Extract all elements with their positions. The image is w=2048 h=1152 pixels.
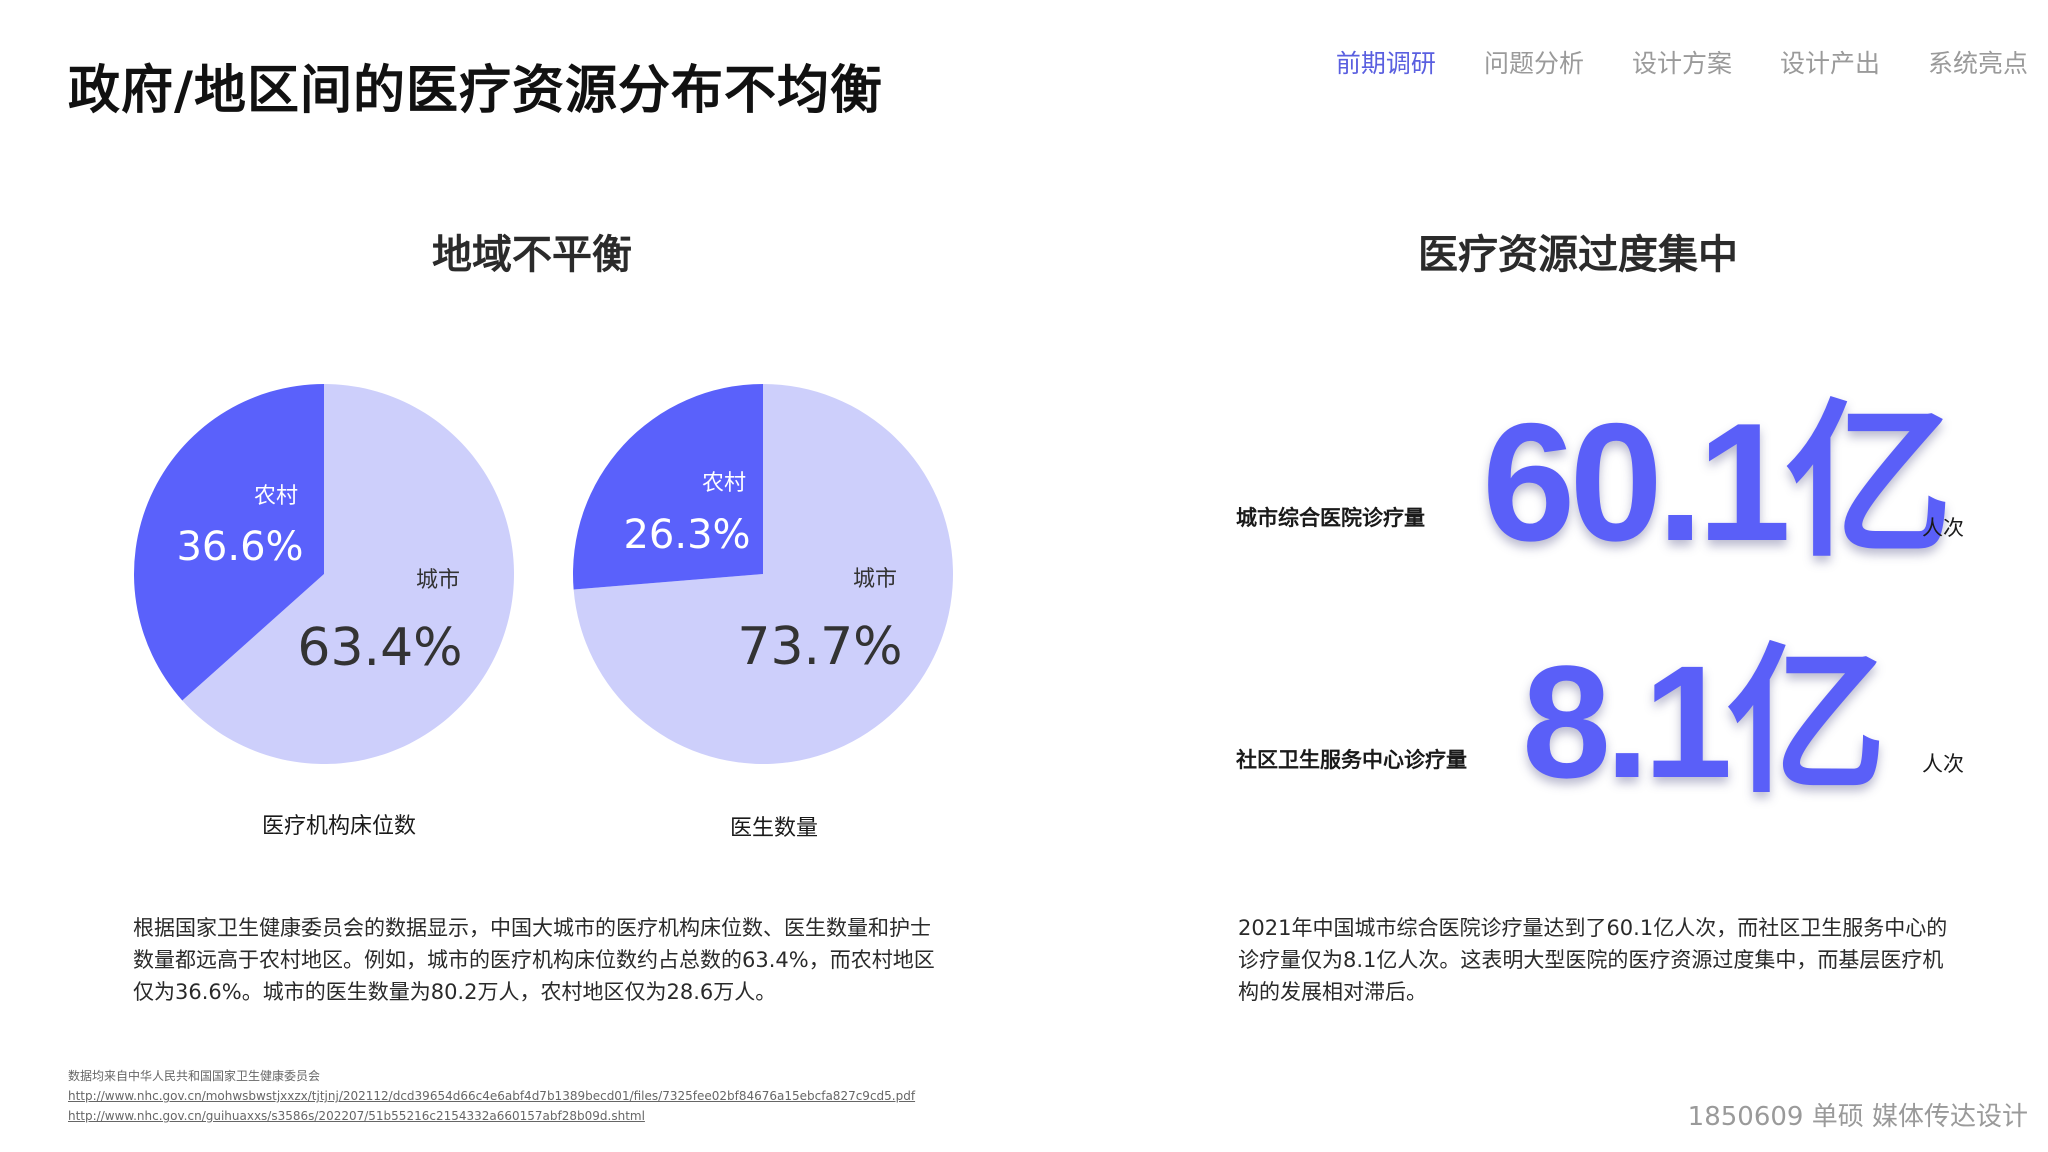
- pie-slice-rural: [573, 384, 763, 590]
- nav-tab-analysis[interactable]: 问题分析: [1483, 49, 1584, 78]
- page-title: 政府/地区间的医疗资源分布不均衡: [68, 61, 883, 121]
- stat-value-community-center: 8.1亿: [1522, 632, 1886, 811]
- pie-label-urban-value: 73.7%: [737, 617, 902, 677]
- source-note: 数据均来自中华人民共和国国家卫生健康委员会: [68, 1069, 321, 1083]
- stat-value-city-hospital: 60.1亿: [1482, 388, 1953, 576]
- left-description-line: 仅为36.6%。城市的医生数量为80.2万人，农村地区仅为28.6万人。: [133, 980, 777, 1004]
- pie-label-rural-value: 36.6%: [176, 524, 303, 570]
- pie-charts: 农村 36.6% 城市 63.4% 农村 26.3% 城市 73.7%: [134, 384, 954, 764]
- pie-label-urban-name: 城市: [416, 568, 460, 593]
- nav-tab-design-plan[interactable]: 设计方案: [1631, 49, 1732, 78]
- stat-label-community-center: 社区卫生服务中心诊疗量: [1236, 748, 1467, 772]
- pie-caption-beds: 医疗机构床位数: [262, 814, 417, 839]
- left-section-heading: 地域不平衡: [432, 232, 632, 278]
- pie-slice-urban: [573, 384, 954, 764]
- pie-label-rural-value: 26.3%: [623, 512, 750, 558]
- right-description: 2021年中国城市综合医院诊疗量达到了60.1亿人次，而社区卫生服务中心的 诊疗…: [1238, 912, 1947, 1008]
- footer-author: 1850609 单硕 媒体传达设计: [1687, 1102, 2028, 1132]
- stat-unit-city-hospital: 人次: [1922, 516, 1964, 540]
- pie-slice-rural: [134, 384, 324, 701]
- pie-slice-urban: [182, 384, 514, 764]
- right-description-line: 构的发展相对滞后。: [1238, 980, 1427, 1004]
- left-description-line: 根据国家卫生健康委员会的数据显示，中国大城市的医疗机构床位数、医生数量和护士: [133, 916, 931, 940]
- pie-chart-doctors: 农村 26.3% 城市 73.7%: [573, 384, 954, 764]
- source-notes: 数据均来自中华人民共和国国家卫生健康委员会 http://www.nhc.gov…: [68, 1066, 915, 1126]
- top-nav: 前期调研 问题分析 设计方案 设计产出 系统亮点: [1336, 44, 2028, 80]
- right-description-line: 2021年中国城市综合医院诊疗量达到了60.1亿人次，而社区卫生服务中心的: [1238, 916, 1948, 940]
- right-section-heading: 医疗资源过度集中: [1418, 232, 1738, 278]
- source-link[interactable]: http://www.nhc.gov.cn/guihuaxxs/s3586s/2…: [68, 1109, 645, 1123]
- pie-label-rural-name: 农村: [254, 484, 298, 509]
- nav-tab-research[interactable]: 前期调研: [1335, 49, 1436, 78]
- pie-caption-doctors: 医生数量: [730, 816, 819, 841]
- nav-tab-design-output[interactable]: 设计产出: [1779, 49, 1880, 78]
- right-description-line: 诊疗量仅为8.1亿人次。这表明大型医院的医疗资源过度集中，而基层医疗机: [1238, 948, 1944, 972]
- stat-label-city-hospital: 城市综合医院诊疗量: [1236, 506, 1425, 530]
- nav-tab-highlights[interactable]: 系统亮点: [1927, 49, 2028, 78]
- pie-chart-beds: 农村 36.6% 城市 63.4%: [134, 384, 514, 764]
- pie-label-rural-name: 农村: [702, 471, 746, 496]
- left-description: 根据国家卫生健康委员会的数据显示，中国大城市的医疗机构床位数、医生数量和护士 数…: [133, 912, 935, 1008]
- pie-label-urban-name: 城市: [853, 567, 897, 592]
- source-link[interactable]: http://www.nhc.gov.cn/mohwsbwstjxxzx/tjt…: [68, 1089, 916, 1103]
- pie-label-urban-value: 63.4%: [297, 618, 462, 678]
- stat-unit-community-center: 人次: [1922, 752, 1964, 776]
- left-description-line: 数量都远高于农村地区。例如，城市的医疗机构床位数约占总数的63.4%，而农村地区: [133, 948, 935, 972]
